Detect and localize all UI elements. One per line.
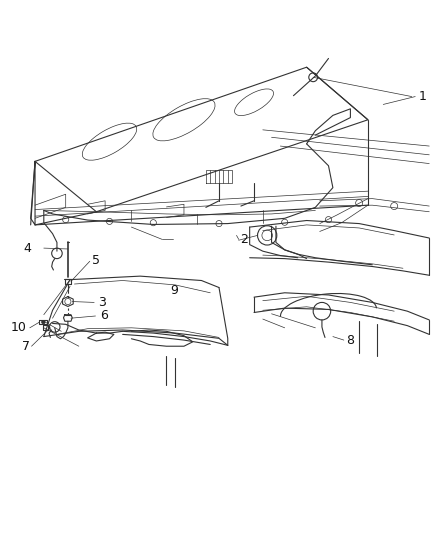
Text: 2: 2 [240, 233, 248, 246]
Text: 1: 1 [418, 90, 426, 103]
Text: 5: 5 [92, 254, 100, 268]
Text: 10: 10 [11, 321, 26, 334]
Text: 6: 6 [100, 309, 108, 322]
Text: 7: 7 [22, 340, 30, 353]
Text: 4: 4 [24, 243, 32, 255]
Text: 8: 8 [346, 335, 354, 348]
Text: 3: 3 [99, 296, 106, 309]
Text: 9: 9 [170, 284, 178, 297]
Circle shape [42, 320, 45, 324]
